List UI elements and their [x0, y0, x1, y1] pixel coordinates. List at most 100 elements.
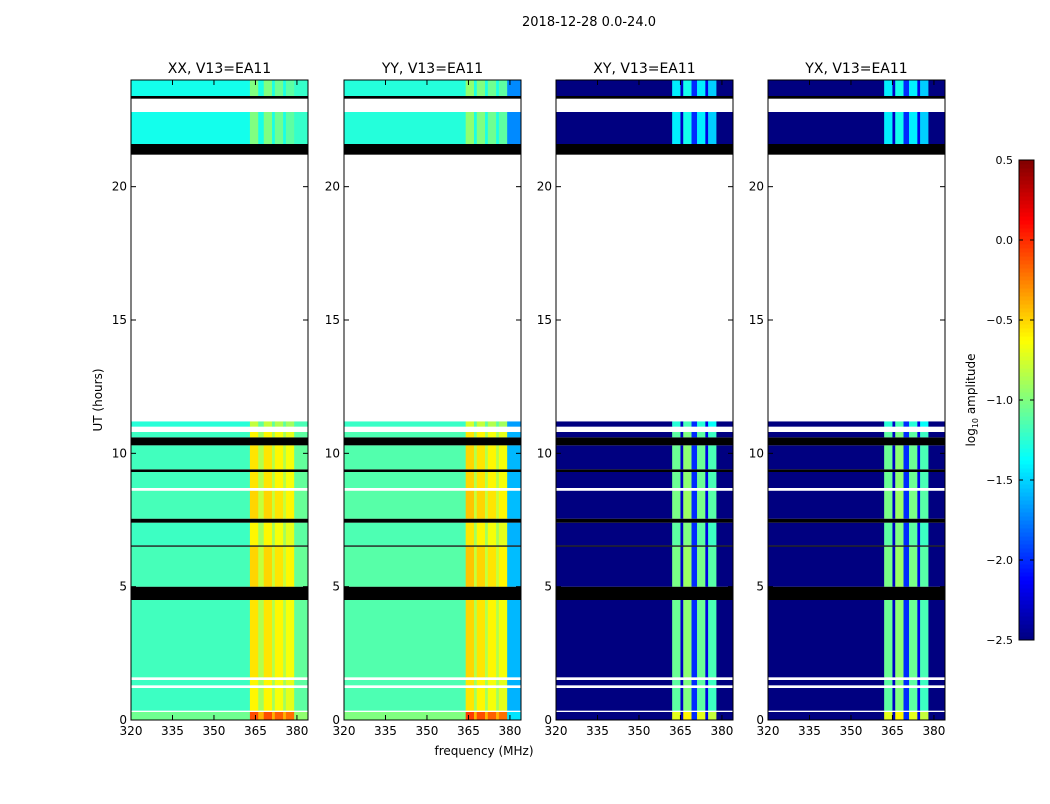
heatmap-cell [274, 432, 284, 438]
heatmap-cell [892, 712, 896, 720]
panel-frame [130, 79, 309, 721]
colorbar-segment [1019, 272, 1034, 277]
gap-band [768, 98, 945, 112]
heatmap-cell [473, 80, 478, 96]
heatmap-cell [498, 112, 508, 144]
y-tick-label: 0 [544, 713, 552, 727]
y-tick-label: 20 [325, 180, 340, 194]
heatmap-cell [274, 490, 284, 519]
y-tick-label: 5 [332, 580, 340, 594]
heatmap-cell [683, 472, 692, 488]
heatmap-cell [697, 680, 706, 686]
heatmap-cell [705, 600, 709, 678]
heatmap-cell [705, 421, 709, 427]
heatmap-cell [903, 600, 910, 678]
heatmap-cell [716, 472, 734, 488]
heatmap-cell [263, 80, 273, 96]
heatmap-cell [283, 445, 287, 470]
heatmap-cell [465, 680, 475, 686]
heatmap-cell [473, 472, 478, 488]
heatmap-cell [285, 472, 295, 488]
gap-band [131, 426, 308, 432]
heatmap-cell [920, 421, 929, 427]
heatmap-cell [272, 445, 276, 470]
heatmap-cell [272, 80, 276, 96]
colorbar-segment [1019, 368, 1034, 373]
colorbar-segment [1019, 240, 1034, 245]
gap-band [556, 685, 733, 688]
heatmap-cell [683, 80, 692, 96]
heatmap-cell [708, 112, 717, 144]
heatmap-cell [285, 80, 295, 96]
heatmap-cell [683, 112, 692, 144]
heatmap-cell [672, 490, 681, 519]
x-axis-label: frequency (MHz) [434, 744, 533, 758]
y-tick-label: 15 [537, 313, 552, 327]
heatmap-cell [487, 472, 497, 488]
x-tick-label: 335 [798, 724, 821, 738]
heatmap-cell [768, 80, 885, 96]
heatmap-cell [895, 712, 904, 720]
heatmap-cell [680, 600, 684, 678]
colorbar-segment [1019, 488, 1034, 493]
heatmap-cell [884, 445, 893, 470]
heatmap-cell [768, 490, 885, 519]
colorbar-segment [1019, 520, 1034, 525]
colorbar-segment [1019, 404, 1034, 409]
heatmap-cell [768, 472, 885, 488]
heatmap-cell [131, 600, 251, 678]
heatmap-cell [884, 80, 893, 96]
heatmap-cell [895, 472, 904, 488]
heatmap-cell [683, 432, 692, 438]
heatmap-cell [697, 112, 706, 144]
heatmap-cell [476, 432, 486, 438]
heatmap-cell [249, 522, 259, 546]
heatmap-cell [272, 112, 276, 144]
heatmap-cell [768, 522, 885, 546]
heatmap-cell [496, 490, 500, 519]
heatmap-cell [473, 490, 478, 519]
heatmap-cell [895, 490, 904, 519]
heatmap-cell [895, 112, 904, 144]
heatmap-cell [768, 432, 885, 438]
colorbar-tick-label: −1.0 [986, 394, 1013, 407]
heatmap-cell [920, 80, 929, 96]
heatmap-cell [697, 600, 706, 678]
panel-frame [343, 79, 522, 721]
heatmap-cell [344, 522, 466, 546]
heatmap-cell [928, 421, 946, 427]
flagged-band [556, 144, 733, 155]
heatmap-cell [716, 688, 734, 711]
heatmap-cell [258, 80, 265, 96]
panel-frame [555, 79, 734, 721]
heatmap-cell [892, 472, 896, 488]
heatmap-cell [258, 680, 265, 686]
heatmap-cell [294, 472, 309, 488]
heatmap-cell [498, 445, 508, 470]
colorbar-segment [1019, 612, 1034, 617]
heatmap-cell [884, 421, 893, 427]
gap-band [131, 154, 308, 422]
colorbar-segment [1019, 460, 1034, 465]
flagged-band [768, 437, 945, 446]
heatmap-cell [258, 712, 265, 720]
heatmap-cell [473, 522, 478, 546]
colorbar-segment [1019, 448, 1034, 453]
heatmap-cell [473, 688, 478, 711]
heatmap-cell [131, 490, 251, 519]
y-tick-label: 10 [537, 446, 552, 460]
heatmap-cell [705, 432, 709, 438]
heatmap-cell [683, 445, 692, 470]
heatmap-cell [263, 421, 273, 427]
heatmap-cell [892, 445, 896, 470]
heatmap-cell [895, 421, 904, 427]
colorbar-segment [1019, 588, 1034, 593]
colorbar-segment [1019, 500, 1034, 505]
colorbar-segment [1019, 280, 1034, 285]
heatmap-cell [680, 688, 684, 711]
colorbar-segment [1019, 540, 1034, 545]
heatmap-cell [283, 522, 287, 546]
heatmap-cell [909, 112, 918, 144]
heatmap-cell [672, 712, 681, 720]
colorbar-segment [1019, 348, 1034, 353]
